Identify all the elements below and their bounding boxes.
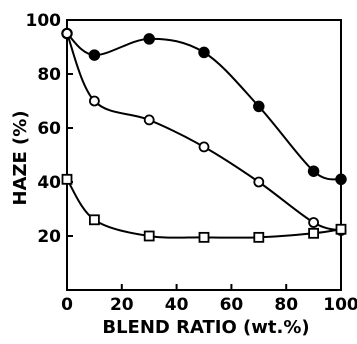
series-3-line bbox=[66, 178, 342, 239]
x-tick-label: 20 bbox=[110, 295, 134, 315]
open-square-marker bbox=[308, 227, 320, 239]
series-2-line bbox=[66, 33, 342, 232]
open-circle-marker bbox=[198, 141, 210, 153]
open-square-marker bbox=[89, 214, 100, 226]
filled-circle-marker bbox=[253, 100, 265, 113]
x-tick-label: 60 bbox=[220, 295, 244, 315]
series-markers bbox=[61, 27, 347, 243]
series-curves bbox=[66, 32, 342, 239]
open-square-marker bbox=[61, 173, 73, 185]
open-circle-marker bbox=[89, 95, 100, 107]
filled-circle-marker bbox=[143, 33, 155, 45]
axis-tick-labels: 0 20 40 60 80 100 20 40 60 80 100 bbox=[26, 11, 357, 315]
filled-circle-marker bbox=[307, 165, 320, 177]
open-circle-marker bbox=[61, 28, 73, 39]
y-axis-title-group: HAZE (%) bbox=[10, 110, 31, 205]
open-square-marker bbox=[253, 231, 265, 243]
x-axis-title: BLEND RATIO (wt.%) bbox=[102, 317, 309, 338]
y-tick-label: 40 bbox=[37, 173, 61, 193]
y-tick-label: 80 bbox=[37, 65, 61, 85]
plot-frame bbox=[66, 19, 342, 291]
y-tick-label: 60 bbox=[37, 119, 61, 139]
x-tick-label: 100 bbox=[323, 295, 357, 315]
open-circle-marker bbox=[143, 114, 155, 126]
y-axis-title: HAZE (%) bbox=[10, 110, 31, 205]
open-square-marker bbox=[335, 223, 347, 235]
x-tick-label: 40 bbox=[165, 295, 189, 315]
y-tick-label: 100 bbox=[26, 11, 62, 31]
filled-circle-marker bbox=[198, 46, 210, 59]
open-circle-marker bbox=[253, 176, 265, 188]
open-square-marker bbox=[143, 230, 155, 242]
open-circle-marker bbox=[308, 217, 320, 228]
x-tick-label: 80 bbox=[274, 295, 298, 315]
filled-circle-marker bbox=[88, 49, 101, 61]
y-tick-label: 20 bbox=[37, 227, 61, 247]
filled-circle-marker bbox=[335, 173, 347, 186]
open-square-marker bbox=[198, 231, 210, 243]
x-tick-label: 0 bbox=[61, 295, 73, 315]
